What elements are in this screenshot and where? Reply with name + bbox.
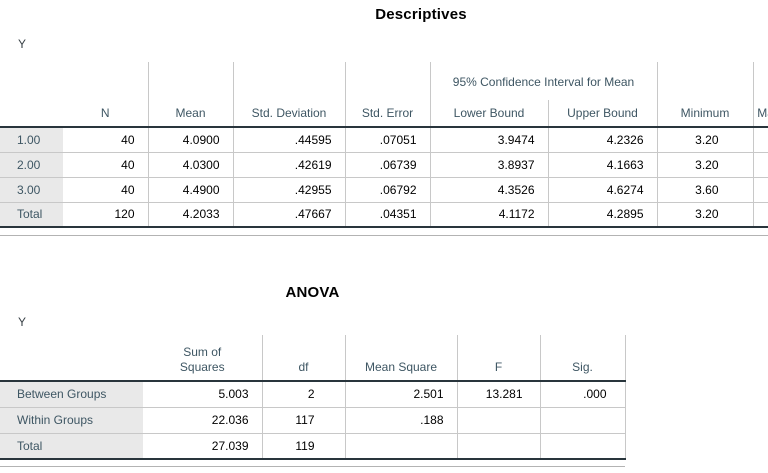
col-header-sig: Sig.	[539, 335, 626, 382]
row-label: 3.00	[0, 176, 63, 202]
table-row: 1.00 40 4.0900 .44595 .07051 3.9474 4.23…	[0, 127, 768, 152]
anova-table[interactable]: Sum of Squares df Mean Square F Sig. Bet…	[0, 335, 626, 460]
cell-n: 40	[63, 176, 148, 202]
descriptives-table[interactable]: 95% Confidence Interval for Mean N Mean …	[0, 62, 768, 228]
cell-std-deviation: .44595	[232, 127, 345, 152]
minimum-header-spacer	[657, 62, 753, 100]
col-header-lower-bound: Lower Bound	[429, 100, 548, 128]
row-label: Total	[0, 201, 63, 228]
cell-upper-bound: 4.6274	[547, 176, 657, 202]
row-label: Between Groups	[0, 381, 143, 407]
n-header-spacer	[63, 62, 148, 100]
col-header-maximum: Maximum	[752, 100, 768, 128]
cell-std-error: .06792	[344, 176, 430, 202]
anova-bottom-rule	[0, 466, 625, 467]
cell-minimum: 3.20	[656, 201, 753, 228]
descriptives-dependent-variable-label: Y	[18, 37, 27, 51]
ci-group-header: 95% Confidence Interval for Mean	[429, 62, 658, 100]
anova-title: ANOVA	[285, 284, 340, 301]
std-deviation-header-spacer	[232, 62, 345, 100]
col-header-sum-of-squares: Sum of Squares	[143, 335, 262, 382]
cell-lower-bound: 4.1172	[429, 201, 548, 228]
col-header-std-deviation: Std. Deviation	[232, 100, 345, 128]
descriptives-header-group-row: 95% Confidence Interval for Mean	[0, 62, 768, 100]
descriptives-bottom-rule	[0, 235, 768, 236]
cell-n: 40	[63, 151, 148, 177]
stub-header	[0, 335, 143, 382]
col-header-minimum: Minimum	[656, 100, 753, 128]
descriptives-header-row: N Mean Std. Deviation Std. Error Lower B…	[0, 100, 768, 128]
cell-upper-bound: 4.2326	[547, 127, 657, 152]
cell-lower-bound: 3.8937	[429, 151, 548, 177]
row-label: Within Groups	[0, 406, 143, 433]
anova-dependent-variable-label: Y	[18, 315, 27, 329]
cell-sig	[539, 432, 626, 460]
table-row-total: Total 27.039 119	[0, 432, 626, 460]
table-row-total: Total 120 4.2033 .47667 .04351 4.1172 4.…	[0, 201, 768, 228]
table-row: 2.00 40 4.0300 .42619 .06739 3.8937 4.16…	[0, 151, 768, 177]
anova-header-row: Sum of Squares df Mean Square F Sig.	[0, 335, 626, 382]
cell-df: 119	[261, 432, 345, 460]
cell-f: 13.281	[456, 381, 540, 407]
cell-maximum	[752, 176, 768, 202]
cell-maximum	[752, 127, 768, 152]
col-header-mean-square: Mean Square	[344, 335, 457, 382]
cell-mean-square: .188	[344, 406, 457, 433]
col-header-mean: Mean	[147, 100, 233, 128]
col-header-std-error: Std. Error	[344, 100, 430, 128]
cell-std-deviation: .42955	[232, 176, 345, 202]
cell-n: 120	[63, 201, 148, 228]
cell-sig: .000	[539, 381, 626, 407]
cell-sum-of-squares: 27.039	[143, 432, 262, 460]
cell-sum-of-squares: 22.036	[143, 406, 262, 433]
cell-upper-bound: 4.1663	[547, 151, 657, 177]
col-header-f: F	[456, 335, 540, 382]
cell-mean: 4.2033	[147, 201, 233, 228]
cell-std-error: .07051	[344, 127, 430, 152]
cell-minimum: 3.20	[656, 127, 753, 152]
row-label: 2.00	[0, 151, 63, 177]
cell-n: 40	[121, 132, 135, 147]
cell-maximum	[752, 201, 768, 228]
col-header-df: df	[261, 335, 345, 382]
cell-std-error: .04351	[344, 201, 430, 228]
cell-mean: 4.0300	[147, 151, 233, 177]
cell-sum-of-squares: 5.003	[218, 387, 249, 402]
cell-df: 2	[261, 381, 345, 407]
cell-mean: 4.0900	[147, 127, 233, 152]
cell-sig	[539, 406, 626, 433]
cell-mean-square: 2.501	[344, 381, 457, 407]
maximum-header-spacer	[752, 62, 768, 100]
cell-df: 117	[261, 406, 345, 433]
table-row: 3.00 40 4.4900 .42955 .06792 4.3526 4.62…	[0, 176, 768, 202]
cell-minimum: 3.60	[656, 176, 753, 202]
table-row: Between Groups 5.003 2 2.501 13.281 .000	[0, 381, 626, 407]
col-header-upper-bound: Upper Bound	[547, 100, 657, 128]
row-label: 1.00	[0, 127, 63, 152]
row-label: Total	[0, 432, 143, 460]
cell-mean-square	[344, 432, 457, 460]
cell-f	[456, 406, 540, 433]
cell-f	[456, 432, 540, 460]
cell-std-deviation: .42619	[232, 151, 345, 177]
std-error-header-spacer	[344, 62, 430, 100]
cell-lower-bound: 3.9474	[429, 127, 548, 152]
col-header-n: N	[63, 100, 148, 128]
descriptives-title: Descriptives	[375, 6, 467, 23]
cell-mean: 4.4900	[147, 176, 233, 202]
cell-lower-bound: 4.3526	[429, 176, 548, 202]
cell-std-deviation: .47667	[232, 201, 345, 228]
cell-maximum	[752, 151, 768, 177]
cell-std-error: .06739	[344, 151, 430, 177]
stub-header	[0, 100, 63, 128]
cell-minimum: 3.20	[656, 151, 753, 177]
stub-header-spacer	[0, 62, 63, 100]
cell-upper-bound: 4.2895	[547, 201, 657, 228]
mean-header-spacer	[147, 62, 233, 100]
table-row: Within Groups 22.036 117 .188	[0, 406, 626, 433]
